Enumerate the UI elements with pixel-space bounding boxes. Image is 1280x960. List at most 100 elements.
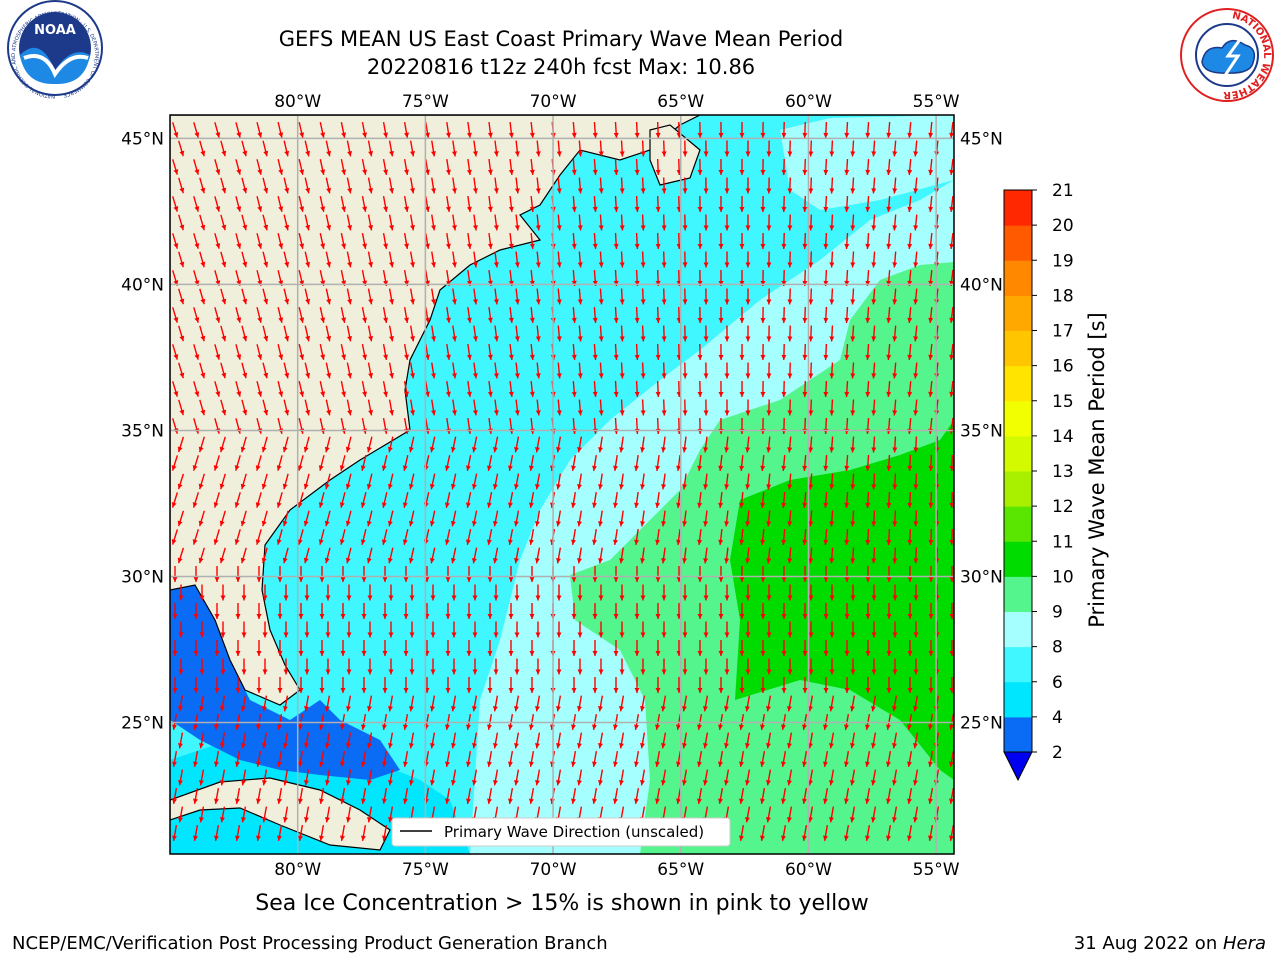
wave-arrow-head [829,188,835,194]
wave-arrow-head [613,761,618,767]
wave-arrow-head [571,280,577,286]
wave-arrow-head [802,354,808,360]
wave-arrow-head [326,298,332,305]
wave-arrow-head [556,484,561,490]
wave-arrow-head [451,151,457,157]
wave-arrow-head [634,688,640,693]
wave-arrow-head [823,798,828,804]
wave-arrow-head [193,614,199,619]
wave-arrow-head [634,761,639,767]
wave-arrow-head [928,577,934,582]
wave-arrow-head [408,483,414,490]
wave-arrow-head [262,817,267,823]
wave-arrow-head [340,835,345,841]
wave-arrow-head [781,354,787,360]
wave-arrow-head [697,614,703,619]
wave-arrow-head [493,151,499,157]
wave-arrow-head [844,243,850,249]
wave-arrow-head [319,577,325,582]
wave-arrow-head [823,354,829,360]
wave-arrow-head [949,835,954,841]
wave-arrow-head [619,780,624,786]
wave-arrow-head [619,706,624,712]
wave-arrow-head [613,724,618,730]
wave-arrow-head [619,484,625,490]
wave-arrow-head [347,409,353,416]
wave-arrow-head [298,651,304,656]
wave-arrow-head [745,817,750,823]
wave-arrow-head [613,243,619,249]
wave-arrow-head [808,188,814,194]
wave-arrow-head [387,483,393,490]
wave-arrow-head [361,724,366,730]
wave-arrow-head [508,132,514,138]
wave-arrow-head [844,465,850,471]
wave-arrow-head [493,410,499,416]
wave-arrow-head [213,502,219,508]
wave-arrow-head [382,651,388,656]
colorbar: 2 4 6 8 9 10 11 12 13 14 15 16 17 18 19 20 21 [1003,181,1074,782]
wave-arrow-head [724,706,729,712]
wave-arrow-head [341,132,347,138]
wave-arrow-head [766,521,772,527]
wave-arrow-head [739,354,745,360]
wave-arrow-head [682,521,688,527]
wave-arrow-head [739,317,745,323]
wave-arrow-head [304,743,309,749]
wave-arrow-head [466,132,472,138]
wave-arrow-head [766,817,771,823]
wave-arrow-head [682,373,688,379]
wave-arrow-head [892,373,898,379]
wave-arrow-head [949,354,954,360]
wave-arrow-head [907,688,913,693]
wave-arrow-head [760,465,766,471]
wave-arrow-head [787,373,793,379]
wave-arrow-head [262,595,268,601]
wave-arrow-head [471,483,477,490]
wave-arrow-head [682,632,688,638]
wave-arrow-head [389,151,394,157]
wave-arrow-head [640,595,646,601]
wave-arrow-head [451,262,457,268]
wave-arrow-head [389,299,394,305]
wave-arrow-head [409,669,415,675]
wave-arrow-head [724,780,729,786]
wave-arrow-head [304,669,310,675]
wave-arrow-head [592,502,597,508]
wave-arrow-head [200,372,206,379]
wave-arrow-head [640,706,645,712]
wave-arrow-head [760,391,766,397]
wave-arrow-head [466,614,472,619]
wave-arrow-head [444,539,450,545]
wave-arrow-head [718,724,723,730]
wave-arrow-head [508,724,513,730]
wave-arrow-head [213,465,219,471]
wave-arrow-head [850,817,855,823]
wave-arrow-head [787,669,793,675]
wave-arrow-head [262,706,267,712]
wave-arrow-head [598,299,604,305]
wave-arrow-head [283,817,288,823]
wave-arrow-head [487,761,492,767]
wave-arrow-head [697,539,703,545]
wave-arrow-head [766,410,772,416]
wave-arrow-head [907,280,913,286]
wave-arrow-head [766,225,772,231]
wave-arrow-head [192,502,198,508]
wave-arrow-head [171,465,177,471]
wave-arrow-head [682,706,687,712]
wave-arrow-head [320,354,326,360]
wave-arrow-head [493,336,499,342]
wave-arrow-head [256,577,262,582]
wave-arrow-head [697,280,703,286]
footer-date: 31 Aug 2022 on Hera [1073,933,1266,954]
wave-arrow-head [305,335,311,342]
wave-arrow-head [431,151,436,157]
wave-arrow-head [325,595,331,601]
wave-arrow-head [431,299,436,305]
wave-arrow-head [661,151,667,157]
wave-arrow-head [486,465,492,471]
colorbar-tick-label: 14 [1052,427,1074,447]
wave-arrow-head [619,336,625,342]
